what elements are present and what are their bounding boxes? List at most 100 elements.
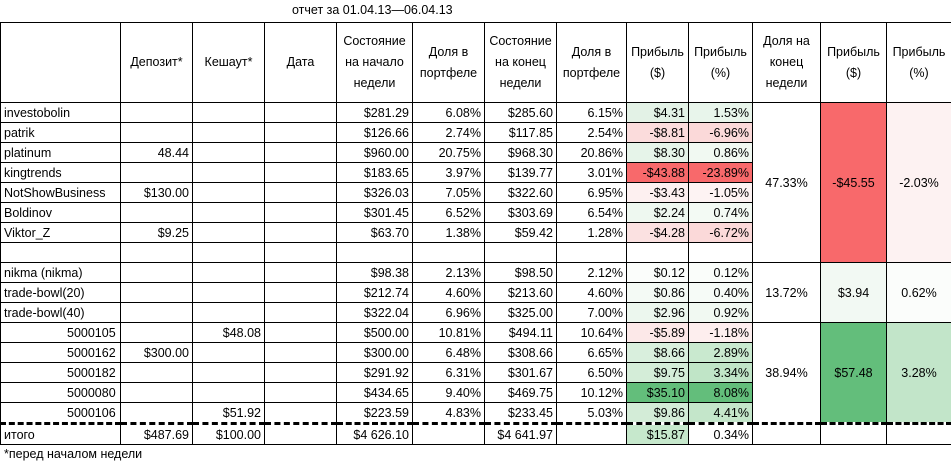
cell: 7.05% [412,182,485,203]
cell: 1.28% [556,222,627,243]
cell: $212.74 [336,282,413,303]
cell: 3.34% [688,362,753,383]
cell: $100.00 [192,422,265,445]
cell [412,242,485,263]
cell: 5000106 [0,402,121,424]
cell: -$3.43 [626,182,689,203]
group-cell: -2.03% [886,102,951,263]
cell: 5000162 [0,342,121,363]
group-cell: 13.72% [752,262,821,323]
cell: nikma (nikma) [0,262,121,283]
cell [688,242,753,263]
cell: patrik [0,122,121,143]
cell [264,142,337,163]
cell [264,282,337,303]
cell [820,422,887,445]
cell: Boldinov [0,202,121,223]
cell: 2.89% [688,342,753,363]
cell: NotShowBusiness [0,182,121,203]
cell: -6.72% [688,222,753,243]
table-row: trade-bowl(40) $322.04 6.96% $325.00 7.00% $2… [0,302,951,323]
cell: $434.65 [336,382,413,403]
cell: $500.00 [336,322,413,343]
cell: 0.40% [688,282,753,303]
cell: 2.13% [412,262,485,283]
cell: 6.50% [556,362,627,383]
cell: Viktor_Z [0,222,121,243]
cell: $487.69 [120,422,193,445]
cell [264,342,337,363]
cell: 4.41% [688,402,753,424]
cell [264,182,337,203]
cell: $469.75 [484,382,557,403]
cell [264,102,337,123]
table-row: patrik $126.66 2.74% $117.85 2.54% -$8.81 -6.9… [0,122,951,143]
cell: $139.77 [484,162,557,183]
cell: 5.03% [556,402,627,424]
cell: $2.24 [626,202,689,223]
cell: trade-bowl(20) [0,282,121,303]
cell: 20.75% [412,142,485,163]
cell: $0.12 [626,262,689,283]
table-row: 5000162 $300.00 $300.00 6.48% $308.66 6.65% $8… [0,342,951,363]
cell: $2.96 [626,302,689,323]
cell: 7.00% [556,302,627,323]
cell: -$8.81 [626,122,689,143]
cell: $213.60 [484,282,557,303]
cell [336,242,413,263]
cell: $301.45 [336,202,413,223]
cell [264,382,337,403]
cell [120,102,193,123]
cell: $300.00 [120,342,193,363]
cell: 2.74% [412,122,485,143]
cell [626,242,689,263]
cell [192,162,265,183]
cell: $281.29 [336,102,413,123]
group-cell: 3.28% [886,322,951,424]
column-header: Дата [264,22,337,103]
cell: $233.45 [484,402,557,424]
cell: 6.52% [412,202,485,223]
cell [192,222,265,243]
cell: trade-bowl(40) [0,302,121,323]
column-header: Доля на конец недели [752,22,821,103]
cell [192,382,265,403]
cell [120,162,193,183]
total-row: итого $487.69 $100.00 $4 626.10 $4 641.97 $15… [0,422,951,445]
cell: $4 626.10 [336,422,413,445]
cell: -1.18% [688,322,753,343]
cell [192,342,265,363]
cell: -1.05% [688,182,753,203]
cell: -$4.28 [626,222,689,243]
cell: 5000105 [0,322,121,343]
cell: 8.08% [688,382,753,403]
cell: -$43.88 [626,162,689,183]
cell: 0.12% [688,262,753,283]
cell: -$5.89 [626,322,689,343]
table-row [0,242,951,263]
cell: $130.00 [120,182,193,203]
cell [0,242,121,263]
cell: investobolin [0,102,121,123]
cell [264,162,337,183]
cell: $98.38 [336,262,413,283]
cell: $48.08 [192,322,265,343]
cell: $494.11 [484,322,557,343]
cell: 1.53% [688,102,753,123]
cell: 6.08% [412,102,485,123]
cell: $0.86 [626,282,689,303]
cell: 6.15% [556,102,627,123]
cell: $326.03 [336,182,413,203]
cell: $9.25 [120,222,193,243]
cell [192,282,265,303]
column-header: Доля в портфеле [556,22,627,103]
table-row: 5000080 $434.65 9.40% $469.75 10.12% $35.10 8.… [0,382,951,403]
cell: $117.85 [484,122,557,143]
cell [120,382,193,403]
cell: $223.59 [336,402,413,424]
cell: $322.60 [484,182,557,203]
cell: platinum [0,142,121,163]
column-header: Доля в портфеле [412,22,485,103]
column-header: Прибыль (%) [688,22,753,103]
